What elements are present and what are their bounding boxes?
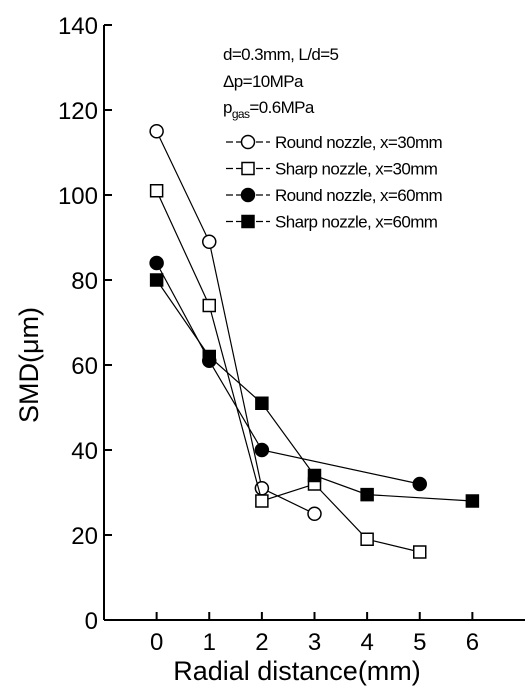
x-tick-label: 2 — [255, 629, 268, 656]
data-point — [360, 487, 374, 502]
y-tick-label: 20 — [71, 523, 98, 550]
series-line — [156, 131, 315, 515]
data-point — [255, 396, 269, 410]
data-point — [254, 442, 270, 458]
data-point — [255, 494, 269, 508]
legend-label: Sharp nozzle, x=30mm — [275, 160, 438, 179]
annotations: d=0.3mm, L/d=5 Δp=10MPa pgas=0.6MPa — [223, 45, 339, 121]
legend-marker — [241, 161, 255, 176]
x-tick-label: 5 — [413, 629, 426, 656]
x-axis-title: Radial distance(mm) — [173, 656, 421, 686]
data-point — [149, 273, 164, 287]
series-layer — [149, 124, 480, 559]
y-tick-label: 140 — [58, 13, 98, 40]
data-point — [202, 298, 216, 313]
x-tick-label: 4 — [360, 629, 373, 656]
x-tick-label: 3 — [308, 629, 321, 656]
data-point — [413, 545, 427, 559]
series-line — [156, 190, 420, 553]
data-point — [307, 506, 322, 521]
y-tick-label: 40 — [71, 438, 98, 465]
legend-label: Round nozzle, x=60mm — [275, 186, 443, 205]
series-line — [156, 262, 420, 485]
annotation-gas-pressure: pgas=0.6MPa — [223, 98, 315, 121]
legend-marker — [240, 134, 256, 150]
y-tick-label: 60 — [71, 353, 98, 380]
series-1 — [149, 124, 322, 521]
series-line — [156, 279, 473, 502]
y-tick-label: 0 — [85, 608, 98, 635]
annotation-pressure-drop: Δp=10MPa — [223, 72, 304, 91]
x-tick-label: 6 — [466, 629, 479, 656]
x-tick-label: 0 — [150, 629, 163, 656]
legend-label: Round nozzle, x=30mm — [275, 133, 443, 152]
series-4 — [149, 273, 480, 508]
data-point — [149, 255, 164, 271]
series-3 — [149, 255, 427, 492]
data-point — [149, 184, 164, 198]
legend-marker — [240, 187, 256, 203]
data-point — [412, 476, 427, 492]
axes: 0 20 40 60 80 100 120 140 0 1 2 3 4 5 6 — [58, 13, 479, 656]
data-point — [465, 494, 480, 508]
plot-frame — [103, 25, 525, 621]
y-axis-title: SMD(μm) — [14, 307, 44, 423]
y-tick-label: 120 — [58, 98, 98, 125]
series-2 — [149, 184, 427, 559]
annotation-nozzle-geometry: d=0.3mm, L/d=5 — [223, 45, 339, 64]
data-point — [202, 349, 216, 364]
data-point — [307, 468, 322, 483]
y-tick-label: 80 — [71, 268, 98, 295]
data-point — [360, 532, 374, 546]
data-point — [149, 124, 164, 139]
x-tick-label: 1 — [203, 629, 216, 656]
legend-label: Sharp nozzle, x=60mm — [275, 213, 438, 232]
data-point — [202, 234, 217, 249]
legend-marker — [241, 214, 255, 229]
y-tick-label: 100 — [58, 183, 98, 210]
legend: Round nozzle, x=30mm Sharp nozzle, x=30mm… — [226, 133, 443, 232]
